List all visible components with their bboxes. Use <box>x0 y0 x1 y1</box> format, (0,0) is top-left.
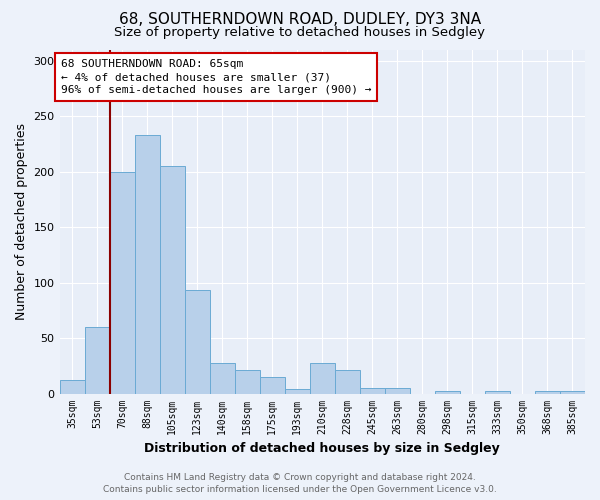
Bar <box>335 370 360 394</box>
Bar <box>59 380 85 394</box>
Bar <box>85 327 110 394</box>
Bar <box>235 370 260 394</box>
Bar <box>535 392 560 394</box>
Bar <box>485 392 510 394</box>
Bar <box>134 136 160 394</box>
Bar <box>160 166 185 394</box>
Text: 68, SOUTHERNDOWN ROAD, DUDLEY, DY3 3NA: 68, SOUTHERNDOWN ROAD, DUDLEY, DY3 3NA <box>119 12 481 28</box>
Bar <box>185 290 209 394</box>
Text: Contains HM Land Registry data © Crown copyright and database right 2024.
Contai: Contains HM Land Registry data © Crown c… <box>103 472 497 494</box>
Bar <box>110 172 134 394</box>
Bar <box>435 392 460 394</box>
Y-axis label: Number of detached properties: Number of detached properties <box>15 124 28 320</box>
Bar <box>310 362 335 394</box>
Bar <box>260 377 285 394</box>
Bar <box>560 392 585 394</box>
Bar <box>385 388 410 394</box>
Text: 68 SOUTHERNDOWN ROAD: 65sqm
← 4% of detached houses are smaller (37)
96% of semi: 68 SOUTHERNDOWN ROAD: 65sqm ← 4% of deta… <box>61 59 371 96</box>
X-axis label: Distribution of detached houses by size in Sedgley: Distribution of detached houses by size … <box>145 442 500 455</box>
Bar <box>285 389 310 394</box>
Text: Size of property relative to detached houses in Sedgley: Size of property relative to detached ho… <box>115 26 485 39</box>
Bar <box>360 388 385 394</box>
Bar <box>209 362 235 394</box>
